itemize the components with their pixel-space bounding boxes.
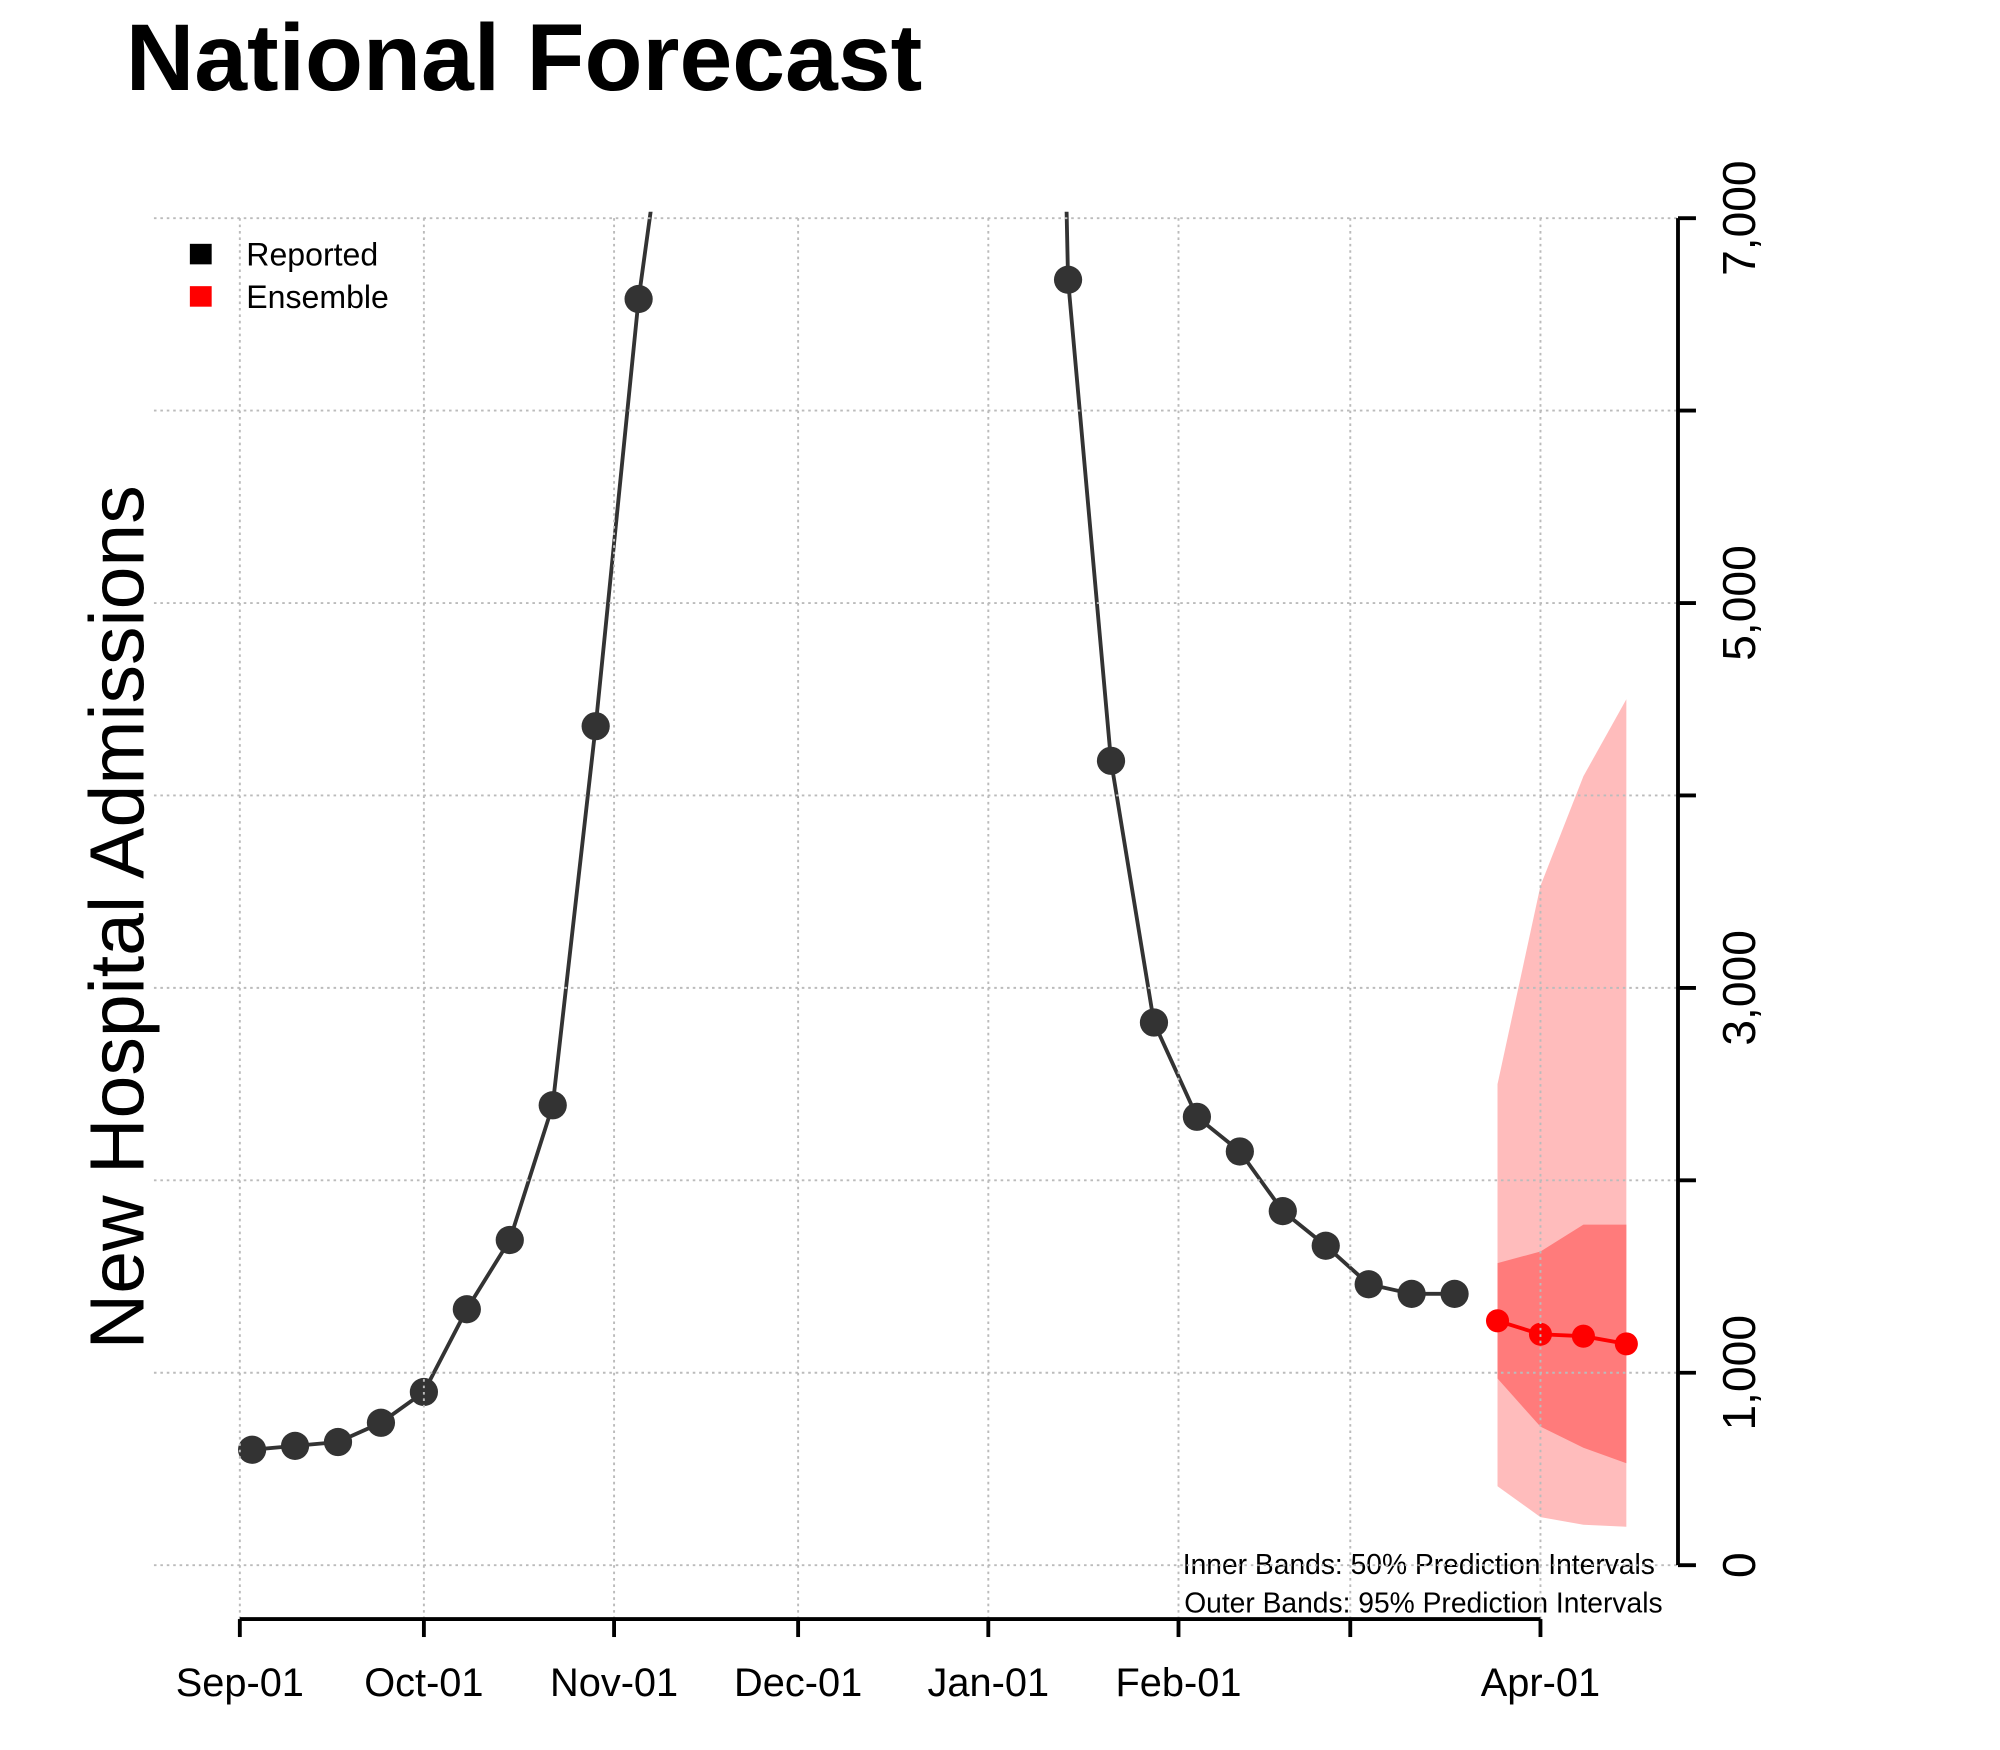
series-line	[1496, 1318, 1627, 1346]
data-point	[1096, 746, 1126, 775]
data-point	[323, 1427, 353, 1457]
y-tick-label: 7,000	[1713, 160, 1765, 276]
data-point	[1311, 1231, 1340, 1260]
data-point	[624, 284, 653, 314]
legend-label: Reported	[246, 237, 378, 273]
y-tick-label: 3,000	[1713, 930, 1765, 1046]
y-tick-label: 5,000	[1713, 545, 1765, 661]
y-axis-label: New Hospital Admissions	[75, 485, 161, 1349]
data-point	[1354, 1270, 1383, 1299]
data-point	[1139, 1008, 1169, 1037]
legend-swatch	[189, 243, 212, 265]
data-point	[1268, 1197, 1297, 1226]
y-tick-label: 0	[1713, 1552, 1765, 1578]
x-tick-label: Sep-01	[176, 1661, 304, 1705]
legend-label: Ensemble	[246, 279, 389, 315]
data-point	[1440, 1279, 1469, 1308]
y-tick-label: 1,000	[1713, 1315, 1765, 1431]
data-point	[495, 1225, 524, 1255]
data-point	[1053, 265, 1083, 294]
data-point	[237, 1435, 267, 1464]
x-tick-label: Oct-01	[364, 1661, 483, 1705]
data-point	[452, 1295, 481, 1324]
plot-area	[237, 0, 1638, 1527]
prediction-band	[1497, 1224, 1627, 1464]
data-point	[280, 1431, 310, 1460]
data-point	[1485, 1309, 1510, 1333]
data-point	[667, 0, 695, 1]
x-tick-label: Jan-01	[928, 1661, 1050, 1705]
x-tick-label: Nov-01	[550, 1661, 678, 1705]
data-point	[1397, 1279, 1426, 1308]
x-tick-label: Feb-01	[1116, 1661, 1242, 1705]
annotation: Inner Bands: 50% Prediction Intervals	[1183, 1548, 1655, 1580]
data-point	[581, 712, 610, 741]
annotation: Outer Bands: 95% Prediction Intervals	[1184, 1587, 1662, 1619]
data-point	[366, 1408, 396, 1437]
legend-swatch	[189, 286, 212, 307]
data-point	[538, 1091, 567, 1120]
data-point	[1614, 1332, 1638, 1356]
data-point	[1182, 1102, 1212, 1131]
data-point	[1571, 1324, 1595, 1348]
x-tick-label: Dec-01	[734, 1661, 862, 1705]
x-tick-label: Apr-01	[1481, 1661, 1600, 1705]
data-point	[1225, 1137, 1254, 1166]
chart-title: National Forecast	[126, 5, 923, 111]
